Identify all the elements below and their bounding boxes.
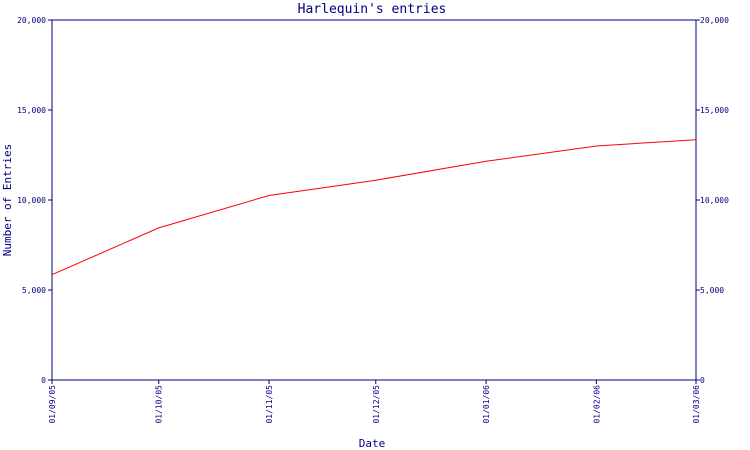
- y-tick-label-left: 0: [41, 376, 46, 385]
- x-tick-label: 01/11/05: [265, 385, 274, 424]
- y-tick-label-right: 20,000: [700, 16, 729, 25]
- x-tick-label: 01/09/05: [48, 385, 57, 424]
- x-tick-label: 01/01/06: [482, 385, 491, 424]
- y-tick-label-left: 15,000: [17, 106, 46, 115]
- y-tick-label-right: 0: [700, 376, 705, 385]
- y-tick-label-left: 5,000: [22, 286, 46, 295]
- y-tick-label-right: 10,000: [700, 196, 729, 205]
- y-axis-title: Number of Entries: [1, 144, 14, 257]
- x-tick-label: 01/03/06: [692, 385, 701, 424]
- x-tick-label: 01/10/05: [155, 385, 164, 424]
- series-line-0: [51, 139, 697, 276]
- x-tick-label: 01/02/06: [592, 385, 601, 424]
- y-tick-label-left: 10,000: [17, 196, 46, 205]
- series-group: [51, 139, 697, 276]
- chart-title: Harlequin's entries: [298, 2, 447, 17]
- y-tick-label-left: 20,000: [17, 16, 46, 25]
- y-tick-label-right: 15,000: [700, 106, 729, 115]
- x-tick-label: 01/12/05: [372, 385, 381, 424]
- x-axis: 01/09/05 01/10/05 01/11/05 01/12/05 01/01/06…: [48, 380, 701, 424]
- y-axis-left: 0 5,000 10,000 15,000 20,000: [17, 16, 52, 385]
- y-axis-right: 0 5,000 10,000 15,000 20,000: [696, 16, 729, 385]
- y-tick-label-right: 5,000: [700, 286, 724, 295]
- x-axis-title: Date: [359, 437, 386, 450]
- plot-frame: [51, 19, 697, 381]
